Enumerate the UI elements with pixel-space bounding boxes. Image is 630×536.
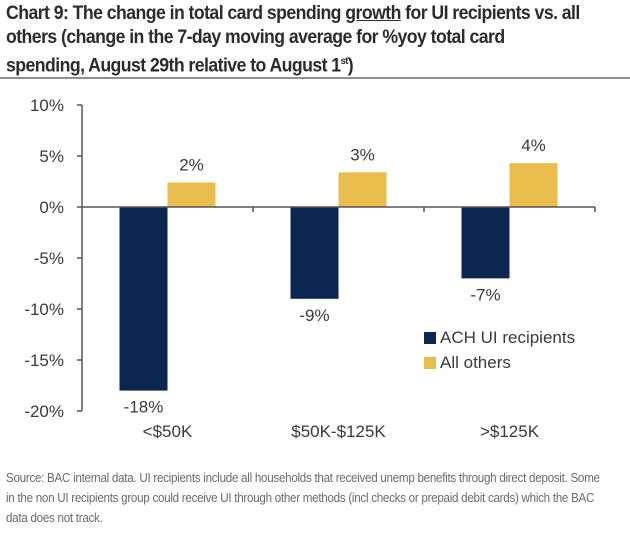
data-label: -7% [470, 285, 500, 304]
y-tick-label: -10% [24, 300, 64, 319]
data-label: 4% [521, 136, 546, 155]
x-tick-label: <$50K [143, 422, 193, 441]
title-emphasis: growth [345, 3, 401, 24]
bar-chart: 10% 5% 0% -5% -10% -15% -20% -18% -9% -7% 2% 3% 4% <$… [24, 96, 596, 441]
x-tick-label: >$125K [480, 422, 540, 441]
bar [509, 163, 558, 207]
title-text-cont: for UI recipients vs. all others (change… [6, 3, 580, 77]
y-tick-label: 0% [39, 198, 64, 217]
y-tick-label: -20% [24, 402, 64, 421]
y-tick-label: -15% [24, 351, 64, 370]
data-label: 2% [179, 156, 204, 175]
data-label: 3% [350, 145, 375, 164]
source-note: Source: BAC internal data. UI recipients… [6, 471, 600, 525]
bar [338, 172, 387, 207]
title-end: ) [347, 55, 354, 77]
legend-label: ACH UI recipients [440, 328, 575, 347]
chart-title: Chart 9: The change in total card spendi… [6, 2, 583, 78]
y-tick-label: 10% [30, 96, 64, 115]
data-label: -9% [299, 306, 329, 325]
data-label: -18% [124, 398, 164, 417]
bar [119, 207, 168, 391]
bar [290, 207, 339, 299]
legend-swatch [424, 332, 436, 344]
title-divider [0, 77, 630, 79]
y-tick-label: -5% [34, 249, 64, 268]
y-tick-label: 5% [39, 147, 64, 166]
legend-swatch [424, 357, 436, 369]
title-superscript: st [340, 56, 349, 67]
title-text: Chart 9: The change in total card spendi… [6, 3, 346, 24]
legend-label: All others [440, 353, 511, 372]
x-tick-label: $50K-$125K [291, 422, 386, 441]
bar [167, 182, 216, 207]
bar [461, 207, 510, 279]
